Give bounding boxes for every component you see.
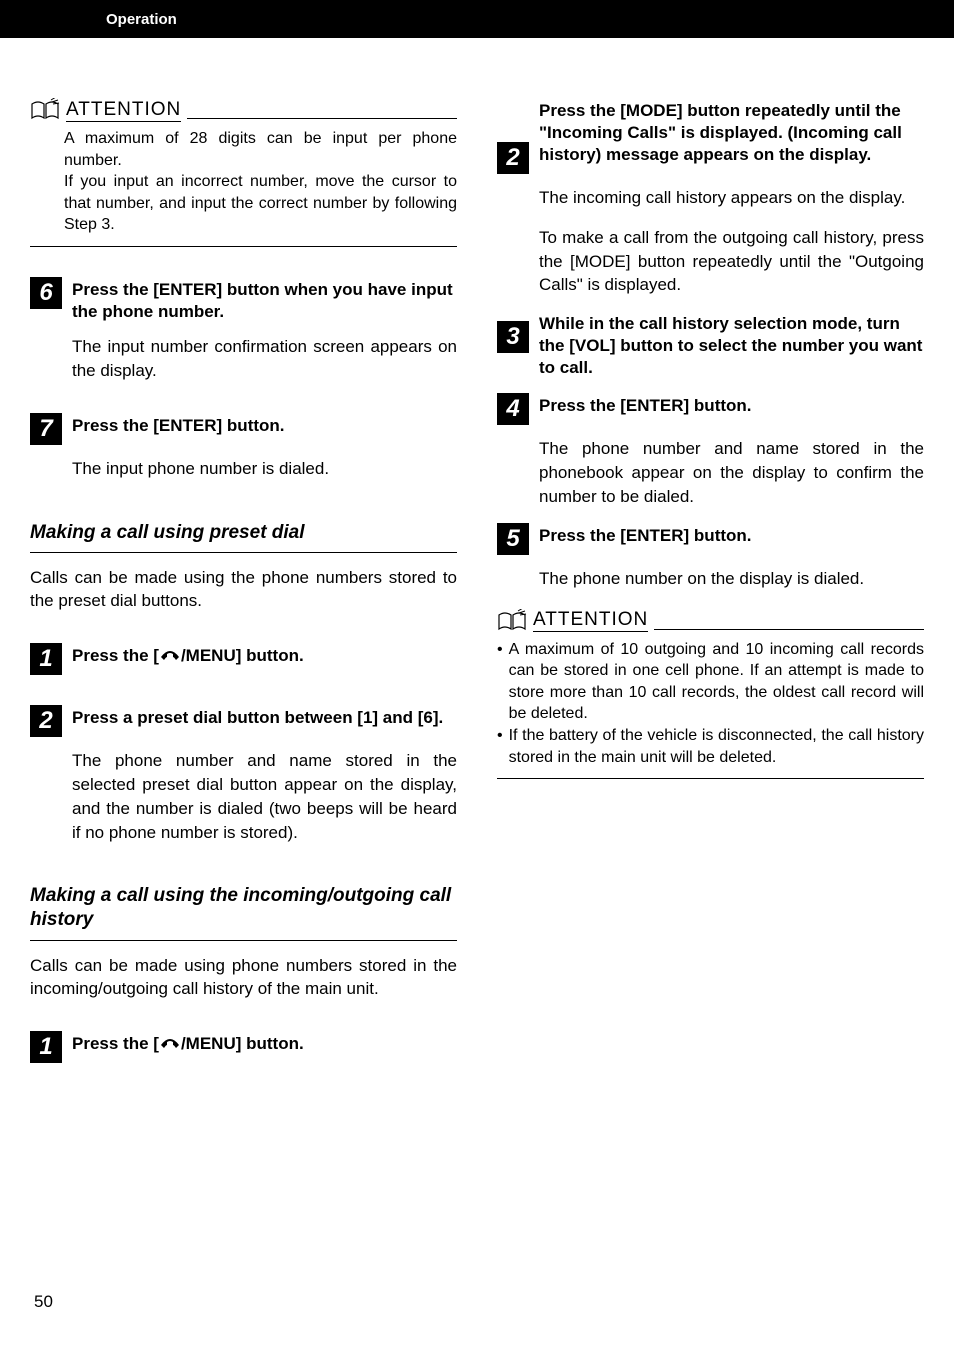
attention-p1: A maximum of 28 digits can be input per … <box>64 128 457 171</box>
bullet-text: If the battery of the vehicle is disconn… <box>509 725 924 768</box>
step-number: 4 <box>497 393 529 425</box>
bullet-dot: • <box>497 725 503 768</box>
step-number: 5 <box>497 523 529 555</box>
step-number: 6 <box>30 277 62 309</box>
left-column: ATTENTION A maximum of 28 digits can be … <box>30 98 457 1063</box>
step-body: The input phone number is dialed. <box>30 457 457 481</box>
step-number: 2 <box>497 142 529 174</box>
page-number: 50 <box>34 1292 53 1312</box>
attention-body: • A maximum of 10 outgoing and 10 incomi… <box>497 633 924 780</box>
title-part-b: /MENU] button. <box>181 646 304 665</box>
step-body: The phone number and name stored in the … <box>30 749 457 844</box>
attention-rule <box>187 118 457 119</box>
attention-header: ATTENTION <box>30 98 457 122</box>
step-title: Press the [ENTER] button. <box>539 393 924 425</box>
right-step-2: 2 Press the [MODE] button repeatedly unt… <box>497 98 924 174</box>
attention-header: ATTENTION <box>497 609 924 633</box>
content-columns: ATTENTION A maximum of 28 digits can be … <box>0 38 954 1063</box>
step-6: 6 Press the [ENTER] button when you have… <box>30 277 457 323</box>
book-icon <box>30 98 60 122</box>
right-column: 2 Press the [MODE] button repeatedly unt… <box>497 98 924 1063</box>
step-number: 3 <box>497 321 529 353</box>
page: Operation ATTENTION A maximum of 28 digi… <box>0 0 954 1352</box>
attention-label: ATTENTION <box>66 99 181 122</box>
phone-icon <box>159 1036 181 1052</box>
step-title: Press a preset dial button between [1] a… <box>72 705 457 737</box>
section-heading-preset: Making a call using preset dial <box>30 521 457 554</box>
bullet-dot: • <box>497 639 503 725</box>
step-number: 1 <box>30 643 62 675</box>
step-body: To make a call from the outgoing call hi… <box>497 226 924 297</box>
bullet-text: A maximum of 10 outgoing and 10 incoming… <box>509 639 924 725</box>
step-number: 7 <box>30 413 62 445</box>
title-part-b: /MENU] button. <box>181 1034 304 1053</box>
bullet-item: • A maximum of 10 outgoing and 10 incomi… <box>497 639 924 725</box>
attention-rule <box>654 629 924 630</box>
section-heading-history: Making a call using the incoming/outgoin… <box>30 884 457 941</box>
section-intro: Calls can be made using phone numbers st… <box>30 955 457 1001</box>
title-part-a: Press the [ <box>72 1034 159 1053</box>
preset-step-2: 2 Press a preset dial button between [1]… <box>30 705 457 737</box>
step-title: Press the [ENTER] button. <box>72 413 457 445</box>
header-bar: Operation <box>0 0 954 38</box>
attention-body: A maximum of 28 digits can be input per … <box>30 122 457 247</box>
step-title: Press the [ENTER] button when you have i… <box>72 277 457 323</box>
header-section: Operation <box>106 11 177 28</box>
attention-label: ATTENTION <box>533 609 648 632</box>
step-title: While in the call history selection mode… <box>539 311 924 379</box>
preset-step-1: 1 Press the [ /MENU] button. <box>30 643 457 675</box>
step-title: Press the [ENTER] button. <box>539 523 924 555</box>
right-step-3: 3 While in the call history selection mo… <box>497 311 924 379</box>
step-7: 7 Press the [ENTER] button. <box>30 413 457 445</box>
title-part-a: Press the [ <box>72 646 159 665</box>
step-body: The phone number and name stored in the … <box>497 437 924 508</box>
book-icon <box>497 609 527 633</box>
phone-icon <box>159 648 181 664</box>
step-title: Press the [MODE] button repeatedly until… <box>539 98 924 174</box>
step-body: The input number confirmation screen app… <box>30 335 457 383</box>
bullet-item: • If the battery of the vehicle is disco… <box>497 725 924 768</box>
right-step-4: 4 Press the [ENTER] button. <box>497 393 924 425</box>
step-number: 1 <box>30 1031 62 1063</box>
step-body: The incoming call history appears on the… <box>497 186 924 210</box>
step-body: The phone number on the display is diale… <box>497 567 924 591</box>
step-title: Press the [ /MENU] button. <box>72 643 457 675</box>
section-intro: Calls can be made using the phone number… <box>30 567 457 613</box>
step-title: Press the [ /MENU] button. <box>72 1031 457 1063</box>
right-step-5: 5 Press the [ENTER] button. <box>497 523 924 555</box>
history-step-1: 1 Press the [ /MENU] button. <box>30 1031 457 1063</box>
step-number: 2 <box>30 705 62 737</box>
attention-p2: If you input an incorrect number, move t… <box>64 171 457 236</box>
